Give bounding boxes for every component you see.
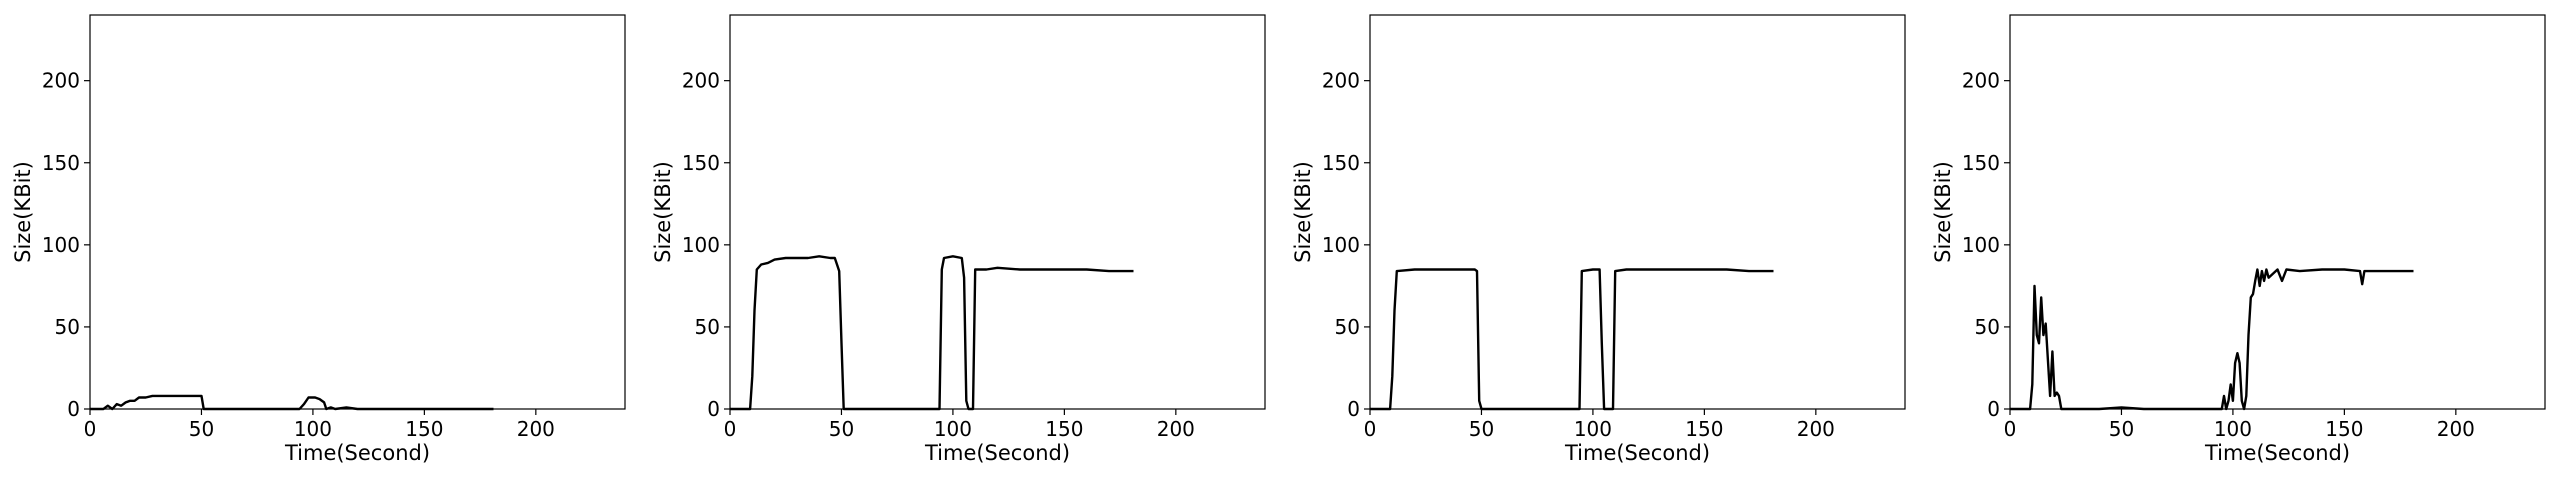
x-axis-label: Time(Second) [284, 441, 430, 465]
plot-frame [729, 14, 1266, 410]
y-tick-label: 100 [1322, 233, 1360, 257]
y-tick-label: 150 [1962, 151, 2000, 175]
y-axis-label: Size(KBit) [651, 161, 675, 263]
x-tick-label: 150 [405, 417, 443, 441]
x-tick-label: 200 [517, 417, 555, 441]
x-tick-label: 200 [1797, 417, 1835, 441]
plot-frame [2009, 14, 2546, 410]
x-tick-label: 50 [829, 417, 854, 441]
y-axis-label: Size(KBit) [1291, 161, 1315, 263]
x-tick-label: 0 [84, 417, 97, 441]
x-tick-label: 0 [724, 417, 737, 441]
x-tick-label: 200 [2437, 417, 2475, 441]
x-tick-label: 50 [189, 417, 214, 441]
x-tick-label: 50 [1469, 417, 1494, 441]
x-tick-label: 50 [2109, 417, 2134, 441]
y-tick-label: 0 [707, 397, 720, 421]
y-tick-label: 150 [42, 151, 80, 175]
chart-panel-1: 0 50 100 150 200 0 50 100 150 200 Time(Second) Size… [11, 14, 626, 465]
y-tick-label: 50 [1335, 315, 1360, 339]
series-line [2010, 268, 2414, 411]
plot-frame [89, 14, 626, 410]
y-tick-label: 100 [682, 233, 720, 257]
y-tick-label: 0 [67, 397, 80, 421]
x-tick-label: 0 [2004, 417, 2017, 441]
x-tick-label: 100 [294, 417, 332, 441]
chart-panel-2: 0 50 100 150 200 0 50 100 150 200 Time(Second) Size… [651, 14, 1266, 465]
y-tick-label: 200 [1322, 69, 1360, 93]
plot-frame [1369, 14, 1906, 410]
y-axis-label: Size(KBit) [1931, 161, 1955, 263]
y-tick-label: 50 [1975, 315, 2000, 339]
y-axis-label: Size(KBit) [11, 161, 35, 263]
x-tick-label: 200 [1157, 417, 1195, 441]
x-tick-label: 150 [1045, 417, 1083, 441]
y-tick-label: 50 [55, 315, 80, 339]
y-tick-label: 150 [1322, 151, 1360, 175]
x-tick-label: 100 [1574, 417, 1612, 441]
x-tick-label: 0 [1364, 417, 1377, 441]
x-axis-label: Time(Second) [924, 441, 1070, 465]
series-line [730, 255, 1134, 411]
series-line [90, 394, 494, 411]
y-tick-label: 150 [682, 151, 720, 175]
y-tick-label: 200 [682, 69, 720, 93]
y-tick-label: 100 [1962, 233, 2000, 257]
x-tick-label: 100 [934, 417, 972, 441]
x-tick-label: 150 [1685, 417, 1723, 441]
y-tick-label: 0 [1347, 397, 1360, 421]
y-tick-label: 200 [42, 69, 80, 93]
x-axis-label: Time(Second) [1564, 441, 1710, 465]
y-tick-label: 50 [695, 315, 720, 339]
y-tick-label: 100 [42, 233, 80, 257]
y-tick-label: 200 [1962, 69, 2000, 93]
chart-panel-4: 0 50 100 150 200 0 50 100 150 200 Time(Second) Size… [1931, 14, 2546, 465]
x-tick-label: 100 [2214, 417, 2252, 441]
x-axis-label: Time(Second) [2204, 441, 2350, 465]
series-line [1370, 268, 1774, 411]
x-tick-label: 150 [2325, 417, 2363, 441]
y-tick-label: 0 [1987, 397, 2000, 421]
chart-panel-3: 0 50 100 150 200 0 50 100 150 200 Time(Second) Size… [1291, 14, 1906, 465]
